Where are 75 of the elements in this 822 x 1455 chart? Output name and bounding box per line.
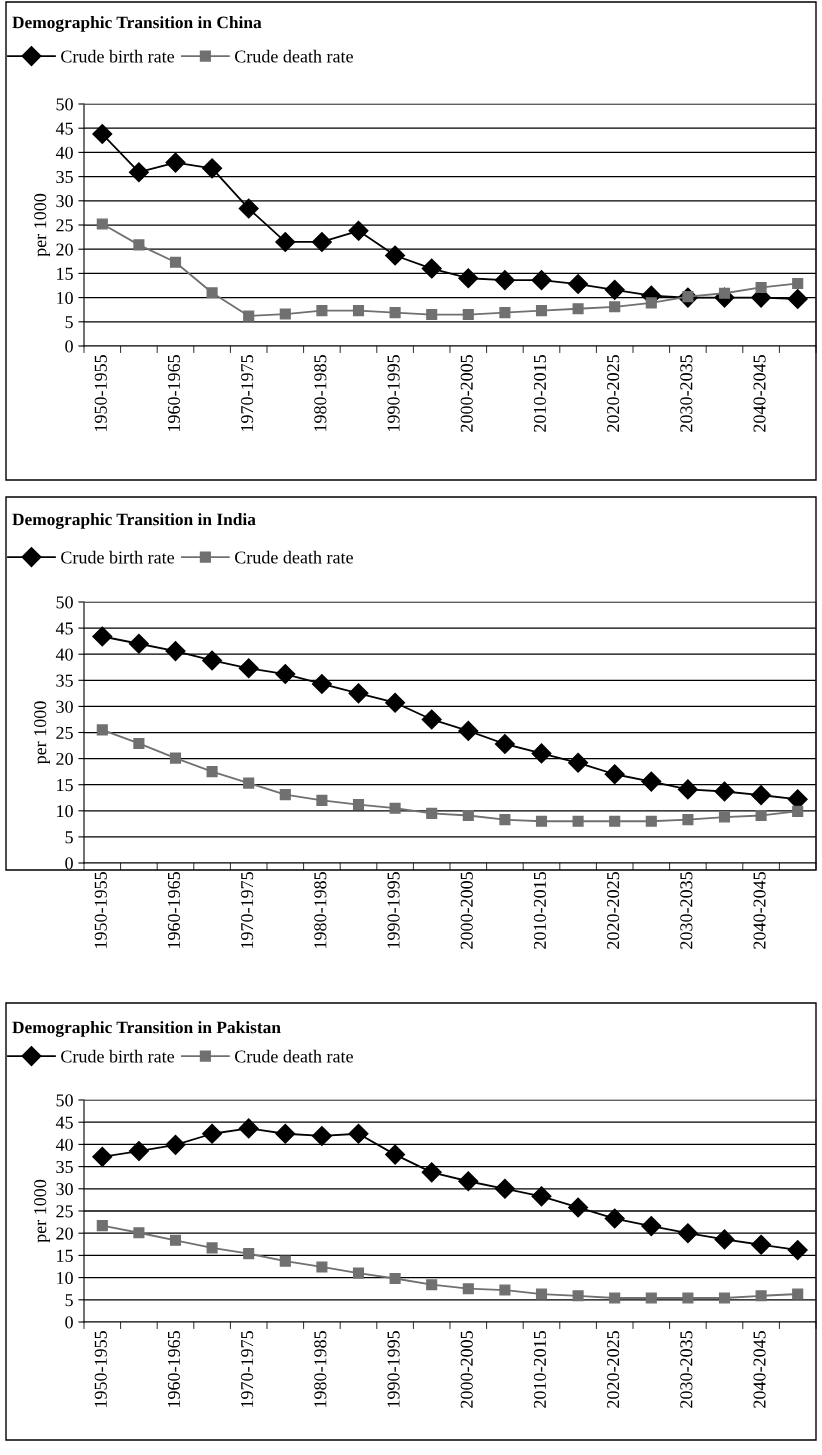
x-tick-label: 1990-1995 <box>387 355 400 431</box>
x-tick-label: 1980-1985 <box>314 1331 327 1407</box>
x-tick-label: 2020-2025 <box>607 355 620 432</box>
y-tick-label: 0 <box>65 857 73 870</box>
chart-title: Demographic Transition in China <box>12 16 262 32</box>
y-tick-label: 50 <box>56 596 73 609</box>
y-tick-label: 25 <box>56 726 73 739</box>
y-tick-label: 25 <box>56 219 73 232</box>
y-tick-label: 30 <box>56 700 73 713</box>
y-axis-title: per 1000 <box>34 701 50 765</box>
x-tick-label: 1950-1955 <box>94 1331 107 1407</box>
y-tick-label: 15 <box>57 1249 73 1262</box>
x-tick-label: 2010-2015 <box>533 355 547 432</box>
x-tick-label: 2000-2005 <box>460 872 473 949</box>
x-tick-label: 2040-2045 <box>753 355 766 432</box>
x-tick-label: 2020-2025 <box>607 872 620 949</box>
x-tick-label: 1960-1965 <box>167 872 181 948</box>
x-tick-label: 2020-2025 <box>607 1331 620 1408</box>
y-tick-label: 5 <box>65 1294 73 1307</box>
x-tick-label: 2030-2035 <box>680 355 693 432</box>
legend-label: Crude death rate <box>235 49 353 63</box>
y-tick-label: 20 <box>56 752 73 766</box>
x-tick-label: 1960-1965 <box>167 1331 181 1407</box>
x-tick-label: 1970-1975 <box>241 872 254 948</box>
y-tick-label: 50 <box>56 98 73 111</box>
legend-label: Crude death rate <box>235 550 353 564</box>
y-tick-label: 15 <box>57 267 73 280</box>
y-tick-label: 30 <box>56 195 73 208</box>
y-tick-label: 0 <box>65 340 73 353</box>
y-tick-label: 30 <box>56 1183 73 1196</box>
y-tick-label: 45 <box>55 1116 73 1129</box>
y-axis-title: per 1000 <box>34 193 50 257</box>
y-tick-label: 35 <box>56 1160 73 1174</box>
x-tick-label: 2000-2005 <box>460 1331 473 1408</box>
y-tick-label: 5 <box>65 831 73 844</box>
y-tick-label: 5 <box>65 316 73 329</box>
x-tick-label: 1990-1995 <box>387 872 400 948</box>
legend-label: Crude birth rate <box>61 550 175 564</box>
x-tick-label: 2040-2045 <box>753 872 766 949</box>
y-tick-label: 45 <box>55 122 73 135</box>
y-tick-label: 15 <box>57 779 73 792</box>
x-tick-label: 1950-1955 <box>94 355 107 431</box>
y-tick-label: 20 <box>56 243 73 256</box>
y-tick-label: 10 <box>57 291 73 305</box>
x-tick-label: 1980-1985 <box>314 872 327 948</box>
y-tick-label: 10 <box>57 805 73 818</box>
x-tick-label: 2010-2015 <box>533 872 547 949</box>
y-tick-label: 50 <box>56 1094 73 1107</box>
y-tick-label: 45 <box>55 622 73 635</box>
x-tick-label: 2030-2035 <box>680 872 693 949</box>
legend-label: Crude birth rate <box>61 49 175 63</box>
x-tick-label: 1970-1975 <box>241 355 254 431</box>
y-tick-label: 40 <box>55 1138 73 1151</box>
y-tick-label: 0 <box>65 1316 73 1329</box>
y-tick-label: 35 <box>56 674 73 687</box>
y-axis-title: per 1000 <box>34 1179 50 1243</box>
y-tick-label: 40 <box>55 648 73 661</box>
legend-label: Crude birth rate <box>61 1049 175 1063</box>
x-tick-label: 1980-1985 <box>314 355 327 431</box>
x-tick-label: 2000-2005 <box>460 355 473 432</box>
chart-title: Demographic Transition in Pakistan <box>12 1021 281 1037</box>
x-tick-label: 2030-2035 <box>680 1331 693 1408</box>
x-tick-label: 1990-1995 <box>387 1331 400 1407</box>
y-tick-label: 10 <box>57 1271 73 1285</box>
y-tick-label: 25 <box>56 1205 73 1218</box>
x-tick-label: 1970-1975 <box>241 1331 254 1407</box>
y-tick-label: 35 <box>56 170 73 184</box>
x-tick-label: 1960-1965 <box>167 355 181 431</box>
x-tick-label: 2010-2015 <box>533 1331 547 1408</box>
y-tick-label: 20 <box>56 1227 73 1240</box>
x-tick-label: 1950-1955 <box>94 872 107 948</box>
x-tick-label: 2040-2045 <box>753 1331 766 1408</box>
chart-title: Demographic Transition in India <box>12 513 256 529</box>
y-tick-label: 40 <box>55 146 73 159</box>
legend-label: Crude death rate <box>235 1049 353 1063</box>
